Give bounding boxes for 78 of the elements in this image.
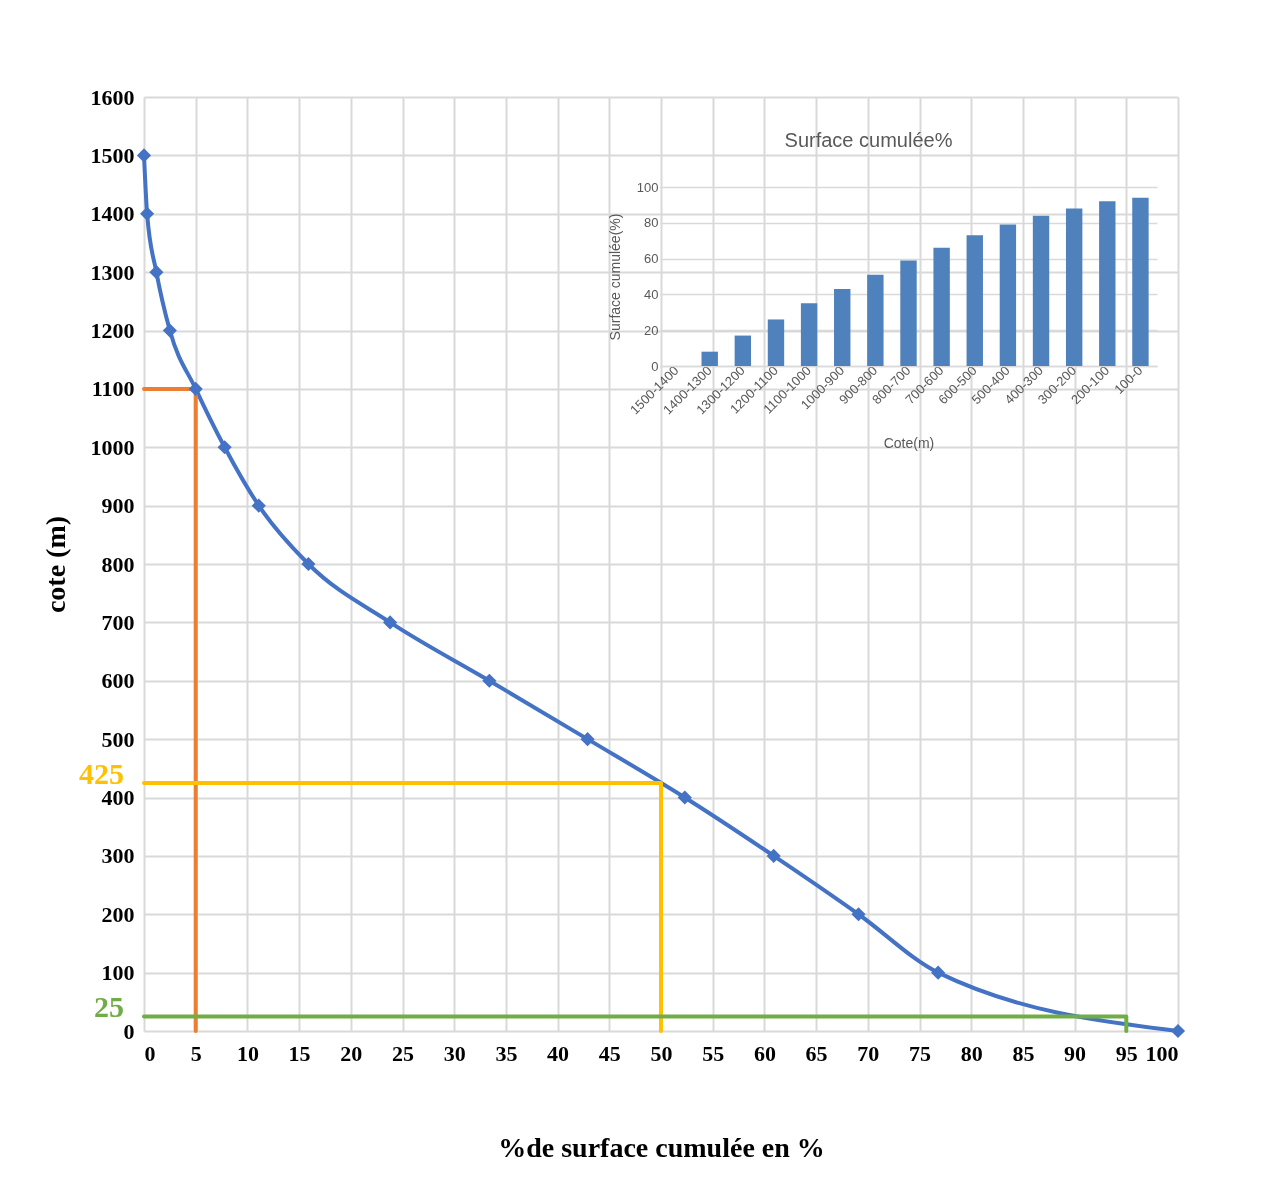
point [1170, 1023, 1186, 1039]
y-tick-label: 1000 [90, 434, 135, 460]
bar [1065, 208, 1083, 366]
y-tick-label: 20 [644, 322, 659, 338]
bar [933, 247, 950, 366]
y-tick-label: 80 [644, 215, 659, 231]
bar [800, 303, 818, 366]
point [766, 848, 781, 863]
x-tick-label: 50 [650, 1040, 673, 1066]
x-tick-label: 60 [753, 1040, 776, 1066]
y-tick-label: 1500 [90, 142, 135, 168]
y-axis-title: Surface cumulée(%) [606, 213, 623, 341]
x-tick-label: 10 [236, 1040, 259, 1066]
point [251, 498, 266, 513]
point [136, 148, 152, 163]
x-tick-label: 20 [340, 1040, 363, 1066]
x-tick-label: 80 [960, 1040, 983, 1066]
bar [900, 260, 917, 366]
y-tick-label: 200 [101, 901, 135, 927]
y-tick-label: 1300 [90, 259, 135, 285]
bar [999, 224, 1017, 366]
y-tick-label: 40 [644, 286, 659, 302]
point [301, 556, 316, 572]
y-tick-label: 300 [101, 843, 135, 869]
x-tick-label: 15 [288, 1040, 311, 1066]
x-tick-label: 75 [909, 1040, 931, 1066]
y-tick-label: 100 [636, 179, 659, 195]
x-tick-label: 90 [1064, 1040, 1087, 1066]
point [931, 965, 946, 980]
x-axis-title: Cote(m) [883, 435, 935, 452]
y-tick-label: 1400 [90, 201, 135, 227]
y-tick-label: 900 [101, 493, 135, 519]
bar [867, 274, 884, 366]
y-tick-label: 700 [101, 609, 135, 635]
x-tick-label: 35 [495, 1040, 518, 1066]
point [217, 440, 232, 455]
bar [1099, 201, 1116, 366]
x-tick-label: 25 [392, 1040, 414, 1066]
y-tick-label: 60 [644, 251, 659, 267]
x-tick-label: 70 [857, 1040, 880, 1066]
point [383, 615, 398, 630]
x-tick-label: 65 [805, 1040, 828, 1066]
point [188, 381, 203, 396]
x-tick-label: 95 [1115, 1040, 1138, 1066]
bar [767, 319, 785, 366]
y-tick-label: 600 [101, 668, 135, 694]
bar [701, 351, 718, 366]
point [482, 673, 497, 688]
bar [966, 235, 983, 366]
annotation: 25 [94, 990, 124, 1024]
y-tick-label: 500 [101, 726, 135, 752]
y-tick-label: 800 [101, 551, 135, 577]
chart-title: Surface cumulée% [784, 129, 953, 151]
x-tick-label: 55 [702, 1040, 725, 1066]
x-tick-label: 5 [190, 1040, 202, 1066]
point [851, 907, 866, 922]
y-tick-label: 0 [123, 1018, 135, 1044]
x-tick-label: 45 [598, 1040, 621, 1066]
point [140, 206, 155, 221]
x-tick-label: 85 [1012, 1040, 1035, 1066]
bar [1032, 215, 1050, 366]
x-tick-label: 40 [547, 1040, 570, 1066]
x-tick-label: 100 [1145, 1040, 1179, 1066]
y-tick-label: 100 [101, 960, 135, 986]
x-tick-label: 0 [144, 1040, 156, 1066]
x-tick-label: 30 [443, 1040, 466, 1066]
y-tick-label: 1600 [90, 84, 135, 110]
bar [734, 335, 752, 366]
y-tick-label: 1100 [91, 376, 135, 402]
y-axis-title: cote (m) [39, 515, 71, 614]
bar [834, 289, 851, 366]
point [677, 790, 692, 805]
bar [1132, 197, 1149, 366]
y-tick-label: 1200 [90, 318, 135, 343]
point [149, 265, 164, 280]
point [580, 732, 595, 747]
point [162, 323, 177, 338]
x-axis-title: %de surface cumulée en % [498, 1131, 825, 1163]
